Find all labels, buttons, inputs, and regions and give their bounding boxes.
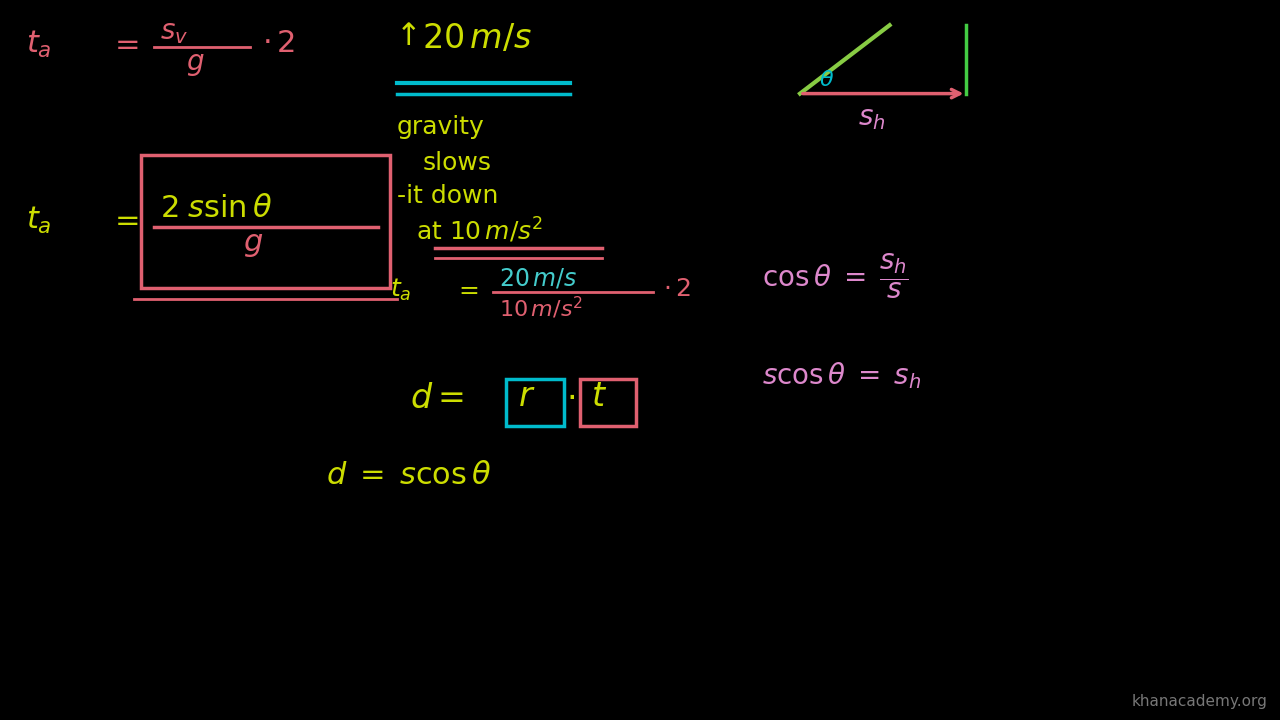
Text: $\uparrow$: $\uparrow$ [390, 22, 417, 50]
Text: slows: slows [422, 151, 492, 175]
Text: $s_h$: $s_h$ [858, 104, 884, 132]
Text: $\cos\theta\;=\;\dfrac{s_h}{s}$: $\cos\theta\;=\;\dfrac{s_h}{s}$ [762, 252, 909, 302]
Text: $=$: $=$ [109, 205, 140, 234]
Text: $g$: $g$ [243, 230, 264, 259]
Text: $s\cos\theta\;=\;s_h$: $s\cos\theta\;=\;s_h$ [762, 360, 920, 391]
Text: $2\;s\sin\theta$: $2\;s\sin\theta$ [160, 194, 273, 223]
Text: $20\,m/s$: $20\,m/s$ [499, 266, 577, 290]
Text: -it down: -it down [397, 184, 498, 207]
Text: $s_v$: $s_v$ [160, 18, 188, 46]
Text: $\theta$: $\theta$ [819, 70, 835, 90]
Text: $t$: $t$ [591, 380, 608, 413]
Text: $t_a$: $t_a$ [26, 29, 51, 60]
Text: $d=$: $d=$ [410, 382, 463, 415]
Text: $=$: $=$ [109, 29, 140, 58]
Text: at $10\,m/s^2$: at $10\,m/s^2$ [416, 216, 543, 246]
Text: $g$: $g$ [186, 50, 204, 78]
Text: $\cdot\, 2$: $\cdot\, 2$ [262, 29, 296, 58]
Text: $t_a$: $t_a$ [26, 205, 51, 236]
Text: $10\,m/s^2$: $10\,m/s^2$ [499, 295, 584, 321]
Text: $t_a$: $t_a$ [390, 277, 412, 303]
Text: gravity: gravity [397, 115, 485, 139]
Text: $r$: $r$ [518, 380, 536, 413]
Text: $\cdot$: $\cdot$ [566, 380, 575, 413]
Text: $=$: $=$ [454, 277, 480, 301]
Text: khanacademy.org: khanacademy.org [1132, 694, 1267, 709]
Text: $\cdot\,2$: $\cdot\,2$ [663, 277, 690, 301]
Text: $d\;=\;s\cos\theta$: $d\;=\;s\cos\theta$ [326, 461, 492, 490]
Text: $20\,m/s$: $20\,m/s$ [422, 22, 532, 55]
